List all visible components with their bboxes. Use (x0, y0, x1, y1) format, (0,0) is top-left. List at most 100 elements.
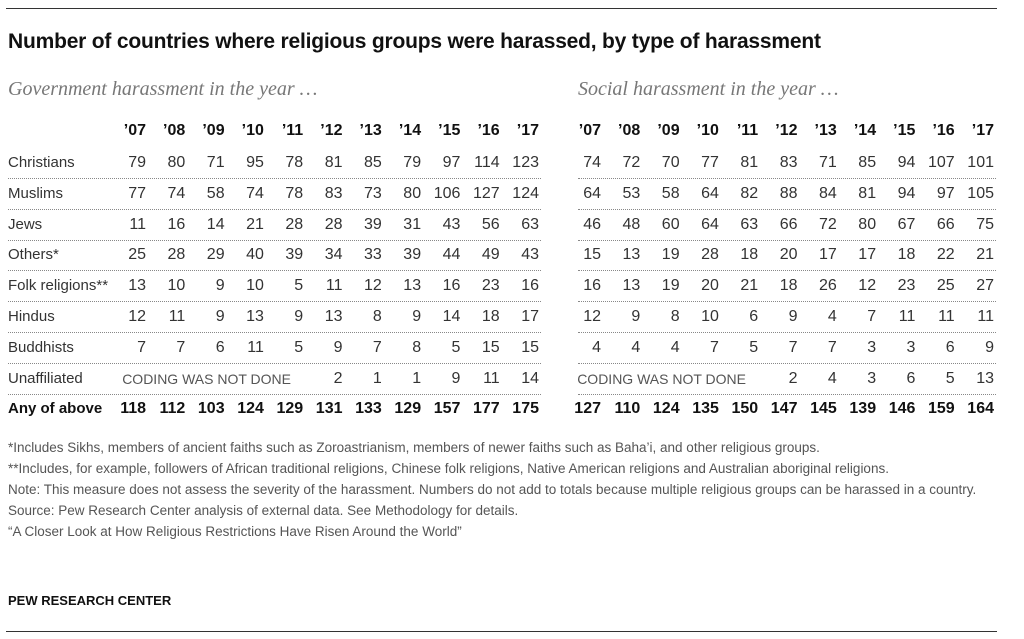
cell-value: 75 (976, 215, 994, 233)
cell-value: 147 (770, 400, 798, 418)
cell-value: 17 (819, 246, 837, 264)
cell-value: 63 (521, 215, 539, 233)
cell-value: 29 (206, 246, 225, 264)
cell-value: 20 (701, 277, 719, 295)
cell-value: 7 (867, 308, 877, 325)
cell-value: 39 (403, 246, 422, 264)
cell-value: 40 (246, 246, 264, 264)
cell-value: 7 (137, 338, 146, 356)
cell-value: 21 (740, 277, 759, 295)
row-label: Unaffiliated (8, 369, 83, 387)
cell-value: 81 (858, 184, 877, 202)
cell-value: 145 (810, 400, 837, 418)
year-header: ’07 (578, 122, 601, 139)
cell-value: 9 (788, 308, 798, 325)
cell-value: 9 (451, 369, 461, 387)
cell-value: 12 (858, 277, 877, 295)
cell-value: 114 (474, 154, 500, 171)
cell-value: 124 (237, 400, 264, 418)
cell-value: 107 (927, 154, 955, 171)
cell-value: 11 (325, 277, 343, 295)
cell-value: 7 (176, 338, 186, 356)
cell-value: 94 (897, 154, 916, 171)
cell-value: 77 (701, 154, 719, 171)
cell-value: 43 (442, 215, 461, 233)
year-header: ’08 (163, 122, 186, 139)
cell-value: 22 (936, 246, 955, 264)
row-separator (578, 239, 996, 241)
cell-value: 101 (967, 154, 994, 171)
cell-value: 74 (167, 184, 186, 202)
year-header: ’14 (853, 122, 877, 139)
panel-subtitle: Social harassment in the year … (578, 78, 839, 100)
cell-value: 9 (215, 308, 225, 325)
cell-value: 6 (215, 338, 225, 356)
cell-value: 12 (364, 277, 382, 295)
cell-value: 16 (442, 277, 461, 295)
cell-value: 82 (740, 184, 759, 202)
cell-value: 5 (294, 277, 304, 295)
row-separator (8, 301, 541, 303)
cell-value: 3 (867, 369, 877, 387)
row-label: Buddhists (8, 338, 74, 356)
cell-value: 7 (372, 338, 382, 356)
cell-value: 5 (451, 338, 461, 356)
cell-value: 18 (897, 246, 916, 264)
cell-value: 5 (945, 369, 955, 387)
cell-value: 177 (472, 400, 500, 418)
cell-value: 135 (692, 400, 719, 418)
cell-value: 39 (364, 215, 382, 233)
year-header: ’14 (398, 122, 422, 139)
cell-value: 81 (740, 154, 759, 171)
cell-value: 2 (788, 369, 798, 387)
cell-value: 127 (472, 184, 500, 202)
cell-value: 95 (246, 154, 264, 171)
cell-value: 18 (481, 308, 500, 325)
cell-value: 17 (521, 308, 539, 325)
year-header: ’09 (657, 122, 680, 139)
row-label: Jews (8, 215, 43, 233)
cell-value: 13 (128, 277, 146, 295)
cell-value: 33 (364, 246, 382, 264)
cell-value: 112 (159, 400, 186, 418)
cell-value: 8 (372, 308, 382, 325)
cell-value: 16 (521, 277, 539, 295)
cell-value: 129 (276, 400, 304, 418)
year-header: ’10 (696, 122, 719, 139)
cell-value: 71 (819, 154, 837, 171)
cell-value: 13 (976, 369, 994, 387)
cell-value: 49 (481, 246, 500, 264)
row-label: Muslims (8, 184, 63, 202)
cell-value: 175 (512, 400, 539, 418)
cell-value: 53 (622, 184, 641, 202)
cell-value: 9 (631, 308, 641, 325)
cell-value: 63 (740, 215, 759, 233)
row-separator (578, 178, 996, 179)
cell-value: 9 (333, 338, 343, 356)
cell-value: 7 (827, 338, 837, 356)
row-separator (8, 332, 541, 333)
cell-value: 18 (740, 246, 759, 264)
cell-value: 110 (614, 400, 641, 418)
year-header: ’17 (516, 122, 539, 139)
cell-value: 26 (819, 277, 837, 295)
cell-value: 6 (906, 369, 916, 387)
cell-value: 72 (622, 154, 641, 171)
year-header: ’09 (202, 122, 225, 139)
cell-value: 11 (129, 215, 146, 233)
cell-value: 139 (849, 400, 877, 418)
coding-note: CODING WAS NOT DONE (577, 370, 746, 387)
cell-value: 79 (128, 154, 146, 171)
cell-value: 18 (779, 277, 798, 295)
year-header: ’11 (736, 122, 759, 139)
cell-value: 106 (433, 184, 461, 202)
cell-value: 48 (622, 215, 641, 233)
cell-value: 3 (867, 338, 877, 356)
cell-value: 15 (481, 338, 500, 356)
cell-value: 20 (779, 246, 798, 264)
footnote: Note: This measure does not assess the s… (8, 482, 977, 497)
cell-value: 10 (246, 277, 264, 295)
cell-value: 13 (622, 246, 641, 264)
cell-value: 13 (324, 308, 343, 325)
cell-value: 23 (897, 277, 916, 295)
